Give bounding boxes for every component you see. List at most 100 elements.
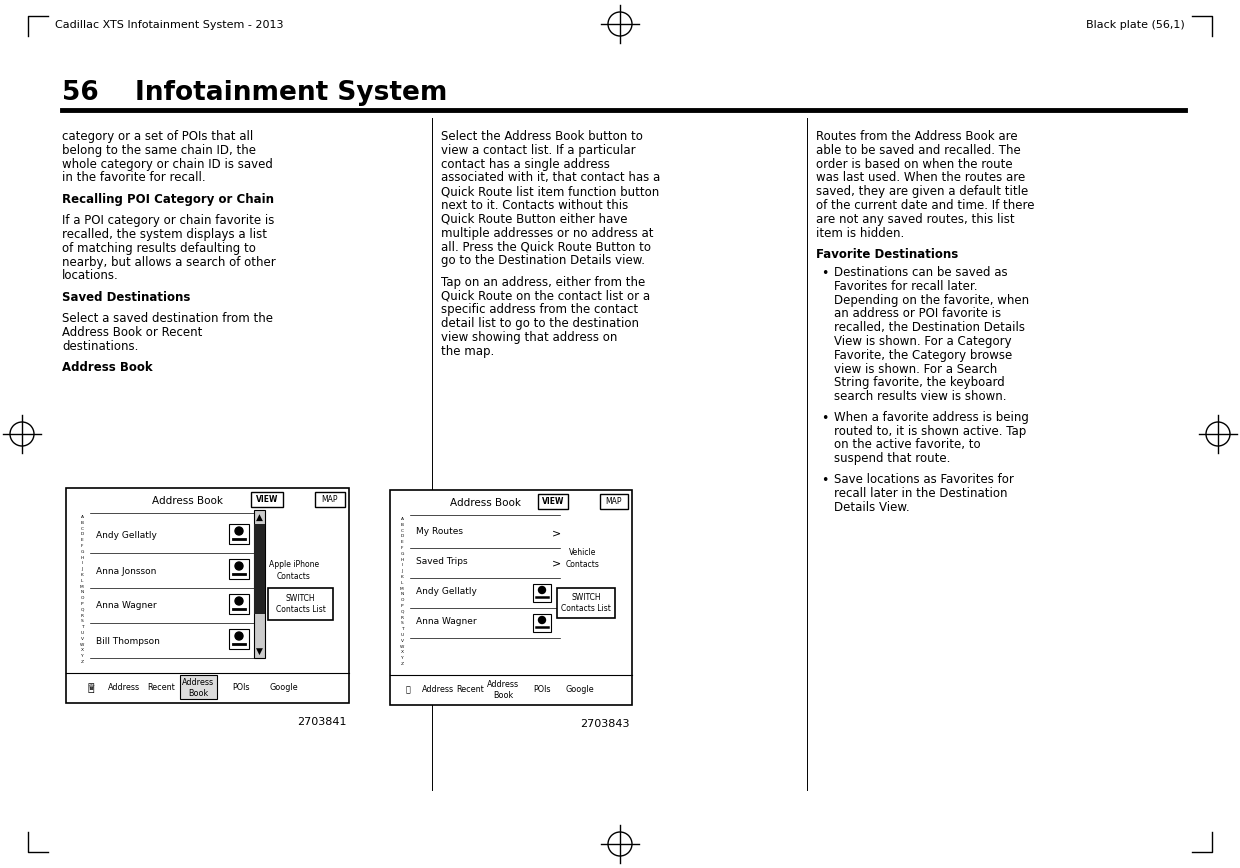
Circle shape bbox=[236, 527, 243, 535]
Text: suspend that route.: suspend that route. bbox=[833, 452, 950, 465]
Text: S: S bbox=[81, 620, 83, 623]
Text: Address Book: Address Book bbox=[450, 498, 522, 508]
Text: Destinations can be saved as: Destinations can be saved as bbox=[833, 266, 1007, 279]
Text: on the active favorite, to: on the active favorite, to bbox=[833, 438, 981, 451]
Text: G: G bbox=[401, 552, 404, 556]
Text: K: K bbox=[81, 573, 83, 577]
Text: MAP: MAP bbox=[606, 497, 622, 506]
Circle shape bbox=[236, 562, 243, 570]
Text: R: R bbox=[401, 615, 403, 620]
Bar bbox=[600, 494, 627, 509]
Text: J: J bbox=[402, 569, 403, 573]
Text: Favorite, the Category browse: Favorite, the Category browse bbox=[833, 349, 1012, 362]
Bar bbox=[533, 614, 551, 632]
Text: Quick Route on the contact list or a: Quick Route on the contact list or a bbox=[441, 289, 651, 302]
Bar bbox=[229, 559, 249, 579]
Text: ▲: ▲ bbox=[257, 512, 263, 522]
Text: VIEW: VIEW bbox=[542, 497, 564, 506]
Bar bbox=[533, 584, 551, 602]
Text: ⌕: ⌕ bbox=[405, 686, 410, 694]
Text: C: C bbox=[401, 529, 403, 533]
Text: Address: Address bbox=[422, 686, 454, 694]
Text: V: V bbox=[401, 639, 403, 643]
Text: locations.: locations. bbox=[62, 269, 119, 282]
Text: order is based on when the route: order is based on when the route bbox=[816, 158, 1012, 171]
Text: Vehicle
Contacts: Vehicle Contacts bbox=[567, 548, 600, 569]
Bar bbox=[268, 588, 334, 620]
Text: Anna Jonsson: Anna Jonsson bbox=[95, 567, 156, 575]
Text: F: F bbox=[81, 544, 83, 548]
Text: >: > bbox=[552, 528, 562, 538]
Text: ⌕: ⌕ bbox=[88, 683, 94, 693]
Text: N: N bbox=[401, 592, 404, 596]
Text: Recalling POI Category or Chain: Recalling POI Category or Chain bbox=[62, 193, 274, 206]
Text: Select a saved destination from the: Select a saved destination from the bbox=[62, 312, 273, 326]
Text: Y: Y bbox=[401, 656, 403, 661]
Text: B: B bbox=[81, 521, 83, 525]
Text: Google: Google bbox=[565, 686, 594, 694]
Text: B: B bbox=[401, 523, 403, 527]
Text: search results view is shown.: search results view is shown. bbox=[833, 390, 1006, 403]
Text: Address
Book: Address Book bbox=[182, 678, 215, 698]
Text: view a contact list. If a particular: view a contact list. If a particular bbox=[441, 144, 636, 157]
Text: P: P bbox=[81, 602, 83, 606]
Text: Bill Thompson: Bill Thompson bbox=[95, 636, 160, 646]
Text: POIs: POIs bbox=[232, 683, 249, 693]
Text: My Routes: My Routes bbox=[415, 527, 463, 536]
Text: View is shown. For a Category: View is shown. For a Category bbox=[833, 335, 1012, 348]
Bar bbox=[391, 490, 632, 705]
Text: 2703843: 2703843 bbox=[580, 719, 630, 729]
Text: Cadillac XTS Infotainment System - 2013: Cadillac XTS Infotainment System - 2013 bbox=[55, 20, 284, 30]
Text: U: U bbox=[81, 631, 83, 635]
Text: Address Book or Recent: Address Book or Recent bbox=[62, 326, 202, 339]
Text: destinations.: destinations. bbox=[62, 339, 139, 352]
Text: M: M bbox=[81, 585, 84, 589]
Text: Anna Wagner: Anna Wagner bbox=[415, 617, 476, 626]
Text: H: H bbox=[81, 556, 83, 560]
Text: SWITCH
Contacts List: SWITCH Contacts List bbox=[275, 594, 325, 615]
Text: D: D bbox=[401, 535, 404, 538]
Text: W: W bbox=[399, 645, 404, 648]
Text: •: • bbox=[821, 267, 828, 280]
Text: Google: Google bbox=[269, 683, 299, 693]
Text: R: R bbox=[81, 614, 83, 618]
Text: T: T bbox=[401, 628, 403, 631]
Text: •: • bbox=[821, 474, 828, 487]
Text: Y: Y bbox=[81, 654, 83, 658]
Text: W: W bbox=[79, 642, 84, 647]
Text: Address Book: Address Book bbox=[62, 361, 153, 374]
Text: category or a set of POIs that all: category or a set of POIs that all bbox=[62, 130, 253, 143]
Text: belong to the same chain ID, the: belong to the same chain ID, the bbox=[62, 144, 255, 157]
Text: F: F bbox=[401, 546, 403, 550]
Text: Save locations as Favorites for: Save locations as Favorites for bbox=[833, 473, 1013, 486]
Text: G: G bbox=[81, 549, 83, 554]
Text: specific address from the contact: specific address from the contact bbox=[441, 303, 639, 316]
Text: Details View.: Details View. bbox=[833, 501, 909, 514]
Text: H: H bbox=[401, 557, 404, 562]
Text: Tap on an address, either from the: Tap on an address, either from the bbox=[441, 276, 646, 288]
Text: recall later in the Destination: recall later in the Destination bbox=[833, 487, 1007, 500]
Text: X: X bbox=[81, 648, 83, 653]
Circle shape bbox=[538, 587, 546, 594]
Text: recalled, the Destination Details: recalled, the Destination Details bbox=[833, 321, 1024, 334]
Text: Q: Q bbox=[81, 608, 83, 612]
Text: M: M bbox=[401, 587, 404, 590]
Text: U: U bbox=[401, 633, 403, 637]
Text: C: C bbox=[81, 527, 83, 530]
Text: D: D bbox=[81, 532, 83, 536]
Text: Andy Gellatly: Andy Gellatly bbox=[95, 531, 157, 541]
Text: Q: Q bbox=[401, 610, 404, 614]
Text: of the current date and time. If there: of the current date and time. If there bbox=[816, 199, 1034, 212]
Text: Address Book: Address Book bbox=[153, 496, 223, 506]
Text: S: S bbox=[401, 621, 403, 626]
Bar bbox=[315, 492, 345, 507]
Text: Infotainment System: Infotainment System bbox=[135, 80, 448, 106]
Text: all. Press the Quick Route Button to: all. Press the Quick Route Button to bbox=[441, 240, 651, 253]
Bar bbox=[229, 524, 249, 544]
Text: contact has a single address: contact has a single address bbox=[441, 158, 610, 171]
Text: Black plate (56,1): Black plate (56,1) bbox=[1086, 20, 1185, 30]
Text: 2703841: 2703841 bbox=[298, 717, 347, 727]
Text: detail list to go to the destination: detail list to go to the destination bbox=[441, 317, 640, 330]
Text: A: A bbox=[401, 517, 403, 521]
Text: an address or POI favorite is: an address or POI favorite is bbox=[833, 307, 1001, 320]
